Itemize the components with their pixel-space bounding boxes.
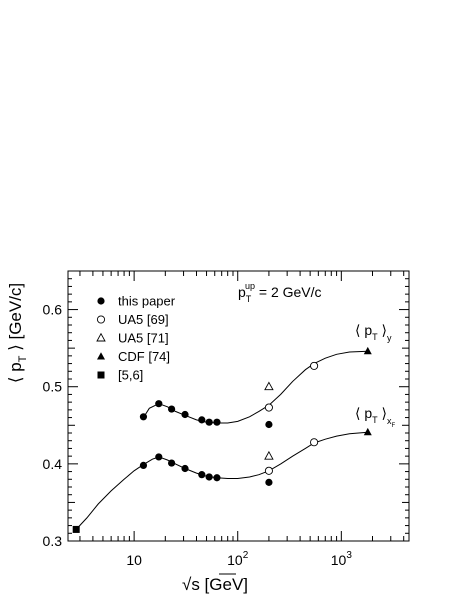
data-point	[265, 420, 273, 429]
legend-entry: this paper	[118, 294, 176, 309]
data-point	[155, 400, 163, 408]
legend-marker	[96, 315, 106, 324]
y-tick-label: 0.4	[43, 456, 63, 472]
annotation-pt-up: pTup = 2 GeV/c	[238, 281, 322, 304]
y-axis-title: ⟨ pT ⟩ [GeV/c]	[6, 283, 29, 383]
data-point	[198, 471, 206, 479]
y-tick-label: 0.5	[43, 379, 63, 395]
data-point	[363, 346, 372, 355]
data-points	[72, 346, 372, 533]
data-point	[213, 418, 221, 426]
data-point	[310, 438, 319, 447]
x-axis-title: √s [GeV]	[182, 575, 248, 594]
data-point	[265, 478, 273, 486]
data-point	[213, 474, 221, 482]
plot-frame	[67, 270, 410, 542]
data-point	[181, 464, 189, 473]
data-point	[264, 466, 273, 475]
y-tick-label: 0.3	[43, 533, 63, 549]
data-point	[363, 427, 372, 436]
legend-entry: [5,6]	[118, 368, 143, 383]
data-point	[205, 473, 213, 481]
data-point	[168, 459, 176, 467]
legend-entry: UA5 [69]	[118, 312, 169, 327]
fit-curve-y	[142, 350, 368, 424]
data-point	[198, 416, 206, 424]
legend: this paper UA5 [69] UA5 [71] CDF [74] [5,6]	[96, 294, 176, 383]
data-point	[72, 525, 80, 533]
y-tick-label: 0.6	[43, 302, 63, 318]
curve-label-xF: ⟨ pT ⟩xF	[355, 405, 396, 429]
data-point	[264, 450, 274, 460]
x-tick-label: 102	[227, 550, 249, 568]
x-tick-label: 10	[126, 552, 142, 568]
data-point	[205, 418, 213, 426]
labels: pTup = 2 GeV/c ⟨ pT ⟩y ⟨ pT ⟩xF	[238, 281, 396, 429]
legend-entry: CDF [74]	[118, 349, 170, 364]
data-point	[264, 381, 274, 391]
data-point	[310, 361, 319, 370]
fit-curve-xF	[75, 431, 368, 530]
legend-marker	[96, 332, 106, 342]
x-tick-label: 103	[331, 550, 353, 568]
legend-marker	[97, 297, 105, 305]
curve-label-y: ⟨ pT ⟩y	[355, 322, 392, 343]
data-point	[264, 403, 273, 412]
data-point	[168, 405, 176, 413]
data-point	[139, 413, 148, 421]
data-point	[181, 410, 189, 419]
data-point	[139, 461, 148, 469]
legend-marker	[97, 371, 105, 379]
axes: 0.3 0.4 0.5 0.6 10 102 103 √s [GeV] ⟨ pT ⟩ [GeV/…	[6, 270, 410, 594]
legend-marker	[97, 352, 105, 360]
legend-entry: UA5 [71]	[118, 331, 169, 346]
data-point	[155, 453, 163, 461]
